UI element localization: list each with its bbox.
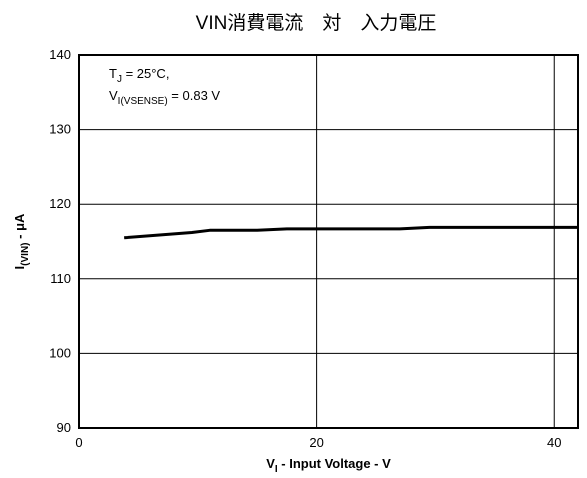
grid xyxy=(79,55,578,428)
annotation: TJ = 25°C, VI(VSENSE) = 0.83 V xyxy=(109,66,220,107)
y-tick-label: 140 xyxy=(49,47,71,62)
x-axis-ticks: 0 20 40 xyxy=(75,435,561,450)
plot-frame xyxy=(78,54,579,429)
y-tick-label: 90 xyxy=(57,420,71,435)
annotation-line: TJ = 25°C, xyxy=(109,66,169,85)
y-tick-label: 120 xyxy=(49,196,71,211)
y-tick-label: 110 xyxy=(50,271,71,286)
x-tick-label: 0 xyxy=(75,435,82,450)
chart-title: VIN消費電流 対 入力電圧 xyxy=(196,12,437,34)
x-tick-label: 40 xyxy=(547,435,561,450)
series-group xyxy=(124,225,578,240)
y-tick-label: 100 xyxy=(49,345,71,360)
y-tick-label: 130 xyxy=(49,122,71,137)
x-axis-label: VI - Input Voltage - V xyxy=(266,456,391,475)
series-line xyxy=(124,225,578,240)
y-axis-label: I(VIN) - μA xyxy=(12,213,31,269)
y-axis-ticks: 90 100 110 120 130 140 xyxy=(49,47,71,435)
annotation-line: VI(VSENSE) = 0.83 V xyxy=(109,88,220,107)
x-tick-label: 20 xyxy=(309,435,323,450)
